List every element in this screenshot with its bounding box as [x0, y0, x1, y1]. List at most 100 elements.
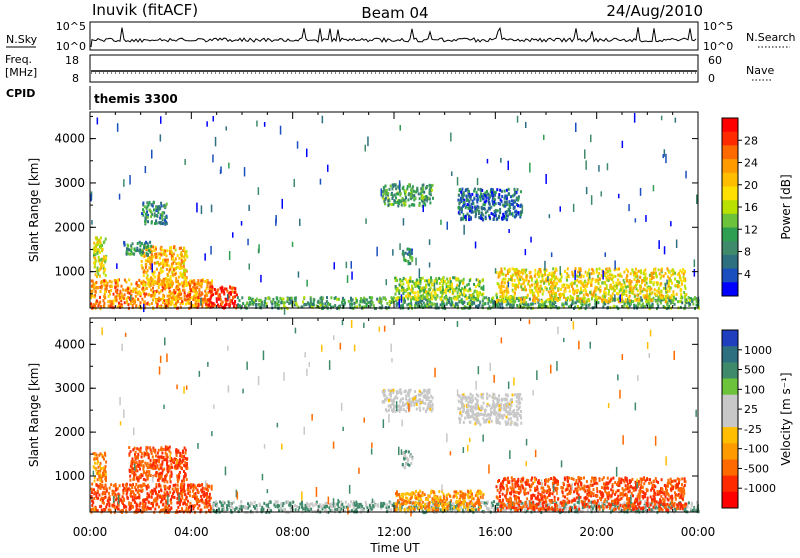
data-cell [135, 451, 137, 454]
data-cell [206, 294, 208, 297]
data-cell [489, 203, 491, 206]
data-cell [460, 191, 462, 194]
data-cell [209, 300, 211, 303]
data-cell [521, 269, 523, 272]
data-cell [146, 302, 148, 305]
data-cell [173, 490, 175, 493]
data-cell [569, 290, 571, 293]
data-cell [258, 244, 260, 252]
data-cell [156, 483, 158, 486]
data-cell [96, 484, 98, 487]
data-cell [162, 301, 164, 304]
data-cell [201, 279, 203, 282]
data-cell [609, 300, 611, 303]
data-cell [493, 197, 495, 200]
data-cell [186, 507, 188, 510]
data-cell [498, 286, 500, 289]
data-cell [133, 302, 135, 305]
data-cell [147, 474, 149, 477]
data-cell [92, 500, 94, 503]
data-cell [334, 262, 336, 269]
data-cell [152, 287, 154, 290]
data-cell [498, 202, 500, 205]
data-cell [196, 203, 198, 213]
data-cell [183, 480, 185, 483]
data-cell [495, 212, 497, 215]
data-cell [220, 166, 222, 173]
data-cell [184, 298, 186, 301]
data-cell [554, 278, 556, 281]
data-cell [461, 287, 463, 290]
data-cell [634, 295, 636, 298]
data-cell [609, 277, 611, 280]
data-cell [473, 190, 475, 193]
data-cell [383, 200, 385, 203]
data-cell [370, 297, 372, 300]
data-cell [95, 273, 97, 276]
data-cell [127, 245, 129, 248]
data-cell [152, 263, 154, 272]
data-cell [516, 268, 518, 271]
data-cell [626, 294, 628, 297]
data-cell [221, 289, 223, 292]
data-cell [99, 259, 101, 262]
data-cell [410, 276, 412, 279]
data-cell [554, 271, 556, 274]
data-cell [103, 255, 105, 258]
data-cell [457, 278, 459, 281]
data-cell [640, 272, 642, 275]
data-cell [419, 197, 421, 200]
data-cell [537, 292, 539, 295]
data-cell [648, 302, 650, 305]
data-cell [581, 304, 583, 307]
data-cell [585, 271, 587, 274]
data-cell [184, 457, 186, 460]
data-cell [399, 299, 401, 308]
data-cell [568, 275, 570, 278]
data-cell [306, 149, 308, 157]
data-cell [192, 289, 194, 292]
data-cell [608, 293, 610, 296]
data-cell [477, 292, 479, 295]
data-cell [399, 200, 401, 203]
data-cell [485, 216, 487, 219]
data-cell [202, 301, 204, 304]
data-cell [515, 284, 517, 287]
data-cell [563, 293, 565, 296]
scatter-region [394, 276, 484, 301]
data-cell [181, 485, 183, 488]
data-cell [424, 279, 426, 282]
data-cell [516, 272, 518, 275]
data-cell [161, 452, 163, 455]
data-cell [282, 298, 284, 301]
data-cell [501, 270, 503, 273]
data-cell [634, 113, 636, 123]
data-cell [131, 484, 133, 487]
data-cell [457, 177, 459, 185]
data-cell [193, 279, 195, 282]
data-cell [383, 197, 385, 200]
data-cell [417, 189, 419, 192]
data-cell [505, 274, 507, 277]
data-cell [91, 483, 93, 486]
data-cell [184, 490, 186, 493]
data-cell [234, 302, 236, 305]
scatter-region [128, 445, 188, 483]
data-cell [155, 219, 157, 222]
data-cell [545, 174, 547, 184]
data-cell [604, 287, 606, 290]
data-cell [292, 242, 294, 247]
data-cell [421, 199, 423, 202]
data-cell [583, 297, 585, 300]
data-cell [418, 192, 420, 195]
data-cell [326, 296, 328, 299]
data-cell [278, 300, 280, 303]
data-cell [423, 286, 425, 289]
data-cell [508, 209, 510, 212]
data-cell [472, 200, 474, 203]
data-cell [519, 278, 521, 281]
data-cell [218, 298, 220, 301]
data-cell [155, 454, 157, 457]
data-cell [161, 222, 163, 225]
data-cell [147, 254, 149, 257]
